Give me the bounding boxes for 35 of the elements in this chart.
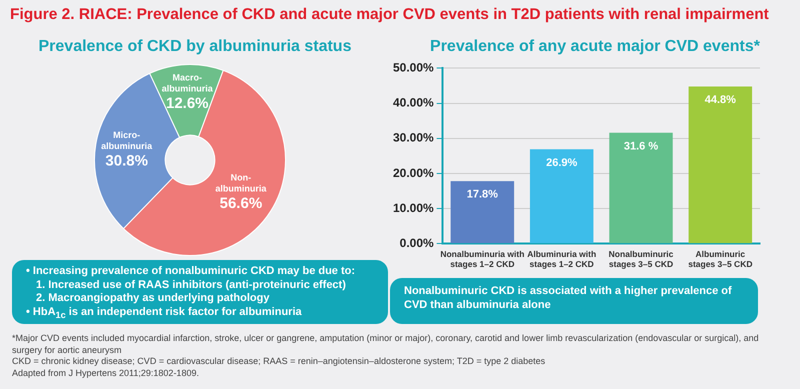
x-tick-label: Nonalbuminuric stages 3–5 CKD bbox=[608, 249, 674, 270]
slice-label: Macro-albuminuria bbox=[162, 72, 214, 94]
data-label: 44.8% bbox=[704, 94, 736, 106]
data-label: 56.6% bbox=[220, 195, 262, 212]
data-label: 30.8% bbox=[105, 152, 148, 170]
text: 1. Increased use of RAAS inhibitors (anti-proteinuric effect) bbox=[35, 278, 347, 292]
x-tick-label: Nonalbuminuria with stages 1–2 CKD bbox=[440, 249, 524, 270]
bar bbox=[688, 86, 752, 244]
bar bbox=[450, 181, 514, 244]
text: CKD = chronic kidney disease; CVD = cardiovascular disease; RAAS = renin–angiotensin–aldosterone system; T2D = type 2 diabetes bbox=[12, 356, 546, 368]
text: Figure 2. RIACE: Prevalence of CKD and acute major CVD events in T2D patients with renal impairment bbox=[10, 6, 769, 24]
data-label: 17.8% bbox=[466, 188, 498, 201]
text: *Major CVD events included myocardial infarction, stroke, ulcer or gangrene, amputation (minor or major), coronary, carotid and lower limb revascularization (endovascular or surgical), and surgery for aortic aneurysm bbox=[12, 333, 760, 356]
y-tick-label: 40.00% bbox=[392, 96, 434, 110]
y-tick-label: 20.00% bbox=[392, 166, 434, 180]
chart-title: Prevalence of any acute major CVD events* bbox=[429, 38, 761, 56]
data-label: 31.6 % bbox=[624, 140, 658, 152]
text: Nonalbuminuric CKD is associated with a higher prevalence of CVD than albuminuria alone bbox=[404, 285, 733, 312]
text: • HbA$_{1c}$ is an independent risk factor for albuminuria bbox=[26, 306, 303, 322]
slice-label: Micro-albuminuria bbox=[101, 130, 154, 151]
text: 2. Macroangiopathy as underlying pathology bbox=[35, 292, 270, 306]
y-tick-label: 0.00% bbox=[400, 236, 434, 250]
text: • Increasing prevalence of nonalbuminuric CKD may be due to: bbox=[26, 265, 356, 278]
y-tick-label: 50.00% bbox=[392, 60, 434, 75]
x-tick-label: Albuminuria with stages 1–2 CKD bbox=[527, 249, 596, 270]
text: Adapted from J Hypertens 2011;29:1802-1809. bbox=[12, 368, 200, 379]
data-label: 26.9% bbox=[546, 156, 578, 169]
bar bbox=[530, 149, 594, 244]
data-label: 12.6% bbox=[166, 95, 209, 112]
slice-label: Non-albuminuria bbox=[215, 172, 268, 194]
bar bbox=[609, 132, 673, 244]
x-tick-label: Albuminuric stages 3–5 CKD bbox=[688, 249, 752, 270]
y-tick-label: 30.00% bbox=[392, 130, 434, 145]
chart-subtitle: Prevalence of CKD by albuminuria status bbox=[38, 38, 352, 56]
y-tick-label: 10.00% bbox=[392, 200, 434, 215]
